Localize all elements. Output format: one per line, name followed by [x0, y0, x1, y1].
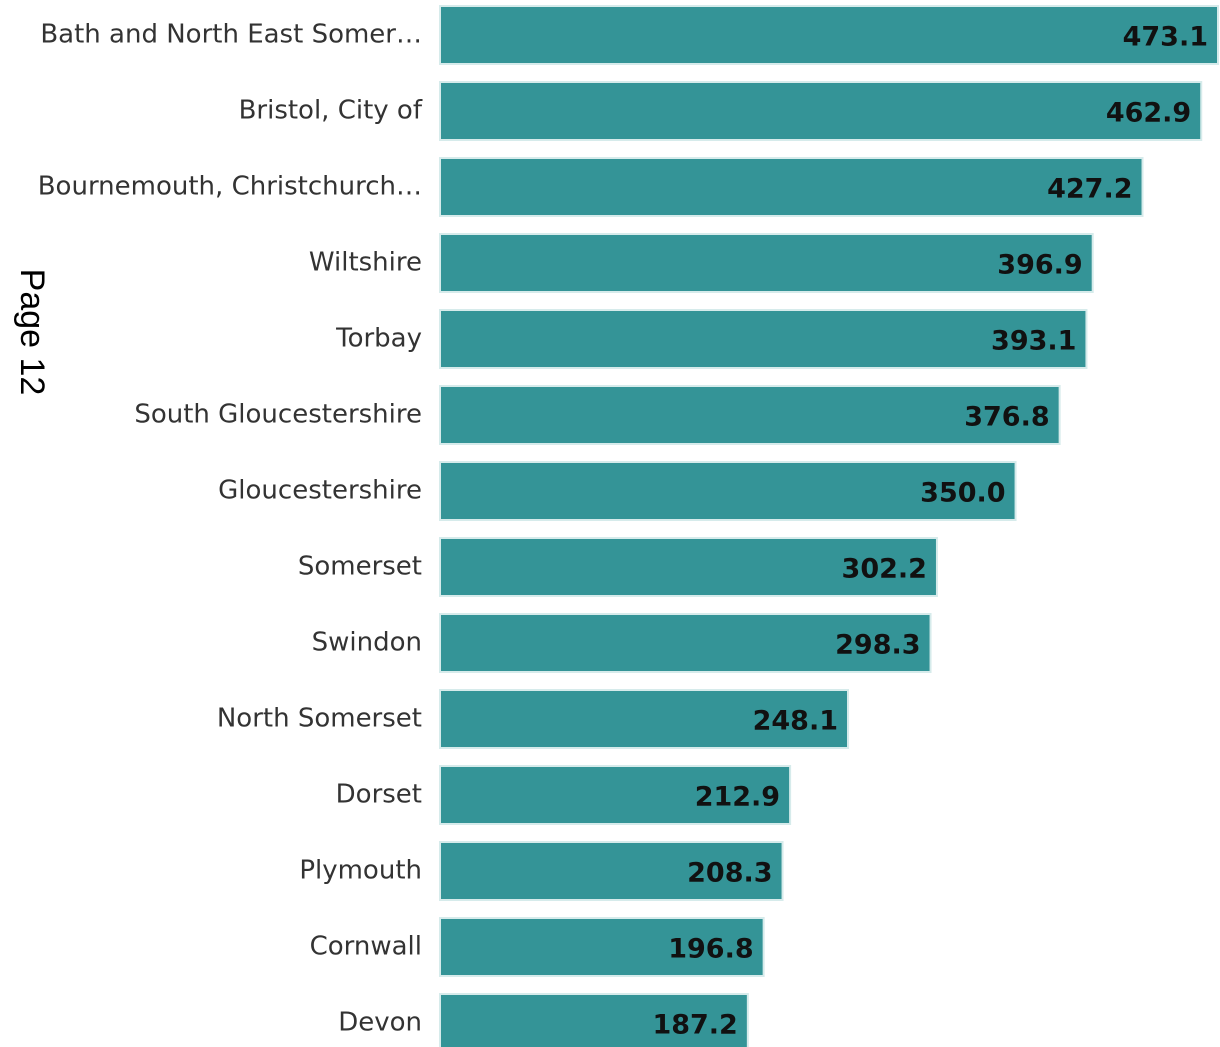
value-label: 298.3: [835, 630, 920, 661]
value-label: 212.9: [695, 782, 780, 813]
bar: [439, 81, 1203, 141]
category-label: Somerset: [298, 552, 422, 582]
category-label: Bournemouth, Christchurch…: [38, 172, 422, 202]
category-label: Bristol, City of: [239, 96, 423, 126]
category-label: Cornwall: [310, 932, 422, 962]
value-label: 187.2: [652, 1010, 737, 1041]
value-label: 350.0: [920, 478, 1005, 509]
category-label: South Gloucestershire: [134, 400, 422, 430]
value-label: 473.1: [1123, 22, 1208, 53]
category-label: Bath and North East Somer…: [40, 20, 422, 50]
value-label: 302.2: [842, 554, 927, 585]
bar: [439, 309, 1088, 369]
value-label: 462.9: [1106, 98, 1191, 129]
value-label: 248.1: [753, 706, 838, 737]
category-label: Plymouth: [299, 856, 422, 886]
value-label: 393.1: [991, 326, 1076, 357]
bar: [439, 157, 1144, 217]
bar: [439, 537, 938, 597]
category-label: Gloucestershire: [218, 476, 422, 506]
bar: [439, 689, 849, 749]
category-label: Swindon: [312, 628, 422, 658]
category-label: Wiltshire: [309, 248, 422, 278]
value-label: 396.9: [997, 250, 1082, 281]
bar: [439, 993, 749, 1047]
category-label: North Somerset: [217, 704, 422, 734]
category-label: Torbay: [335, 324, 422, 354]
bar: [439, 233, 1094, 293]
bar: [439, 841, 784, 901]
category-label: Dorset: [336, 780, 422, 810]
category-label: Devon: [338, 1008, 422, 1038]
bar: [439, 917, 765, 977]
bar: [439, 461, 1017, 521]
value-label: 427.2: [1047, 174, 1132, 205]
bar: [439, 385, 1061, 445]
value-label: 208.3: [687, 858, 772, 889]
value-label: 196.8: [668, 934, 753, 965]
value-label: 376.8: [964, 402, 1049, 433]
page-annotation: Page 12: [13, 269, 51, 396]
bar: [439, 5, 1219, 65]
bar: [439, 613, 932, 673]
bar: [439, 765, 792, 825]
